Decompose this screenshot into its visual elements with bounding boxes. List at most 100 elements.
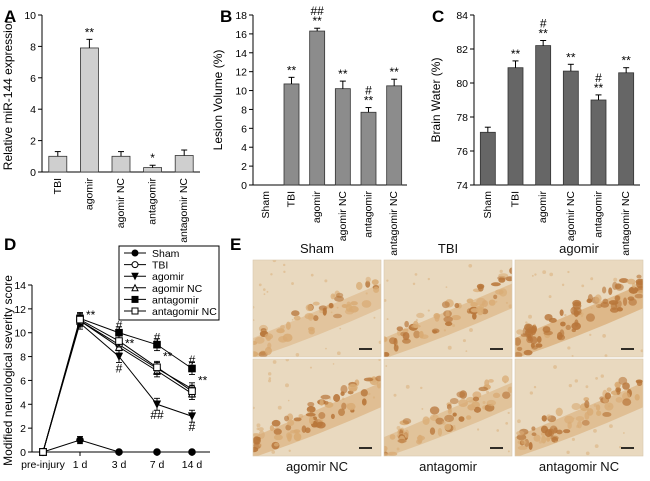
cell — [515, 337, 522, 346]
significance-label: ** — [538, 27, 548, 41]
cell — [631, 282, 636, 289]
background-speck — [319, 309, 324, 314]
background-speck — [571, 437, 575, 442]
background-speck — [262, 288, 266, 291]
bar — [143, 167, 163, 173]
background-speck — [445, 286, 448, 288]
cell — [298, 413, 304, 419]
background-speck — [466, 309, 470, 312]
cell — [498, 277, 506, 283]
cell — [293, 315, 301, 321]
background-speck — [330, 311, 333, 314]
x-tick-label: 14 d — [182, 459, 203, 471]
x-tick-label: antagomir NC — [178, 178, 190, 243]
cell — [618, 278, 629, 284]
background-speck — [272, 260, 277, 263]
legend-label: Sham — [152, 248, 180, 260]
cell — [515, 351, 523, 357]
background-speck — [412, 282, 416, 286]
background-speck — [477, 428, 480, 431]
legend-label: TBI — [152, 260, 168, 272]
background-speck — [602, 334, 606, 338]
background-speck — [400, 427, 404, 431]
cell — [493, 294, 498, 300]
background-speck — [452, 425, 456, 428]
cell — [269, 425, 275, 432]
background-speck — [604, 354, 608, 357]
cell — [445, 310, 450, 319]
cell — [594, 294, 602, 303]
cell — [452, 412, 457, 417]
cell — [278, 336, 288, 343]
background-speck — [517, 419, 521, 424]
cell — [285, 321, 291, 330]
x-tick-label: 3 d — [112, 459, 127, 471]
background-speck — [504, 381, 507, 384]
y-tick-label: 10 — [235, 86, 247, 98]
cell — [404, 429, 410, 439]
marker-point — [188, 448, 196, 456]
cell — [404, 320, 409, 328]
background-speck — [609, 424, 613, 429]
marker-point — [153, 448, 161, 456]
panel-e: E Sham TBI agomir agomir NC antagomir antagomi… — [230, 235, 644, 474]
background-speck — [346, 403, 350, 407]
y-tick-label: 16 — [235, 29, 247, 41]
marker-point — [188, 364, 196, 373]
background-speck — [329, 398, 332, 400]
cell — [634, 394, 640, 401]
y-tick-label: 8 — [20, 352, 26, 364]
micrograph-label: agomir NC — [286, 459, 348, 474]
x-tick-label: antagomir NC — [388, 191, 400, 256]
cell — [596, 410, 602, 416]
background-speck — [594, 444, 599, 449]
y-tick-label: 76 — [456, 146, 468, 158]
cell — [384, 453, 388, 456]
cell — [501, 375, 510, 383]
background-speck — [341, 397, 345, 401]
legend-label: antagomir — [152, 294, 199, 306]
cell — [565, 324, 571, 331]
cell — [402, 328, 409, 333]
cell — [375, 375, 381, 382]
cell — [517, 445, 528, 450]
x-tick-label: TBI — [286, 191, 298, 207]
cell — [312, 416, 318, 421]
cell — [280, 324, 285, 330]
x-tick-label: antagomir — [593, 191, 605, 238]
x-tick-label: agomir NC — [337, 191, 349, 242]
x-tick-label: 7 d — [150, 459, 165, 471]
bar — [309, 30, 326, 186]
cell — [615, 396, 623, 403]
y-tick-label: 12 — [235, 67, 247, 79]
marker-point — [131, 295, 139, 303]
marker-point — [115, 448, 123, 456]
cell — [287, 433, 292, 442]
cell — [573, 311, 582, 316]
background-speck — [593, 403, 597, 407]
cell — [320, 394, 331, 400]
bar — [111, 155, 131, 173]
cell — [361, 300, 372, 308]
cell — [466, 396, 475, 403]
series-sham — [39, 436, 196, 456]
background-speck — [567, 346, 571, 350]
cell — [622, 297, 628, 306]
marker-point — [153, 340, 161, 349]
cell — [384, 336, 388, 343]
background-speck — [476, 305, 481, 310]
x-tick-label: pre-injury — [21, 459, 66, 471]
background-speck — [268, 377, 272, 380]
background-speck — [581, 284, 585, 288]
cell — [431, 328, 440, 334]
panel-label: C — [432, 7, 444, 26]
cell — [273, 428, 282, 435]
cell — [477, 284, 484, 292]
background-speck — [285, 383, 289, 388]
cell — [535, 343, 543, 348]
marker-point — [39, 448, 47, 456]
background-speck — [373, 316, 376, 319]
cell — [271, 419, 281, 427]
marker-point — [188, 387, 196, 395]
